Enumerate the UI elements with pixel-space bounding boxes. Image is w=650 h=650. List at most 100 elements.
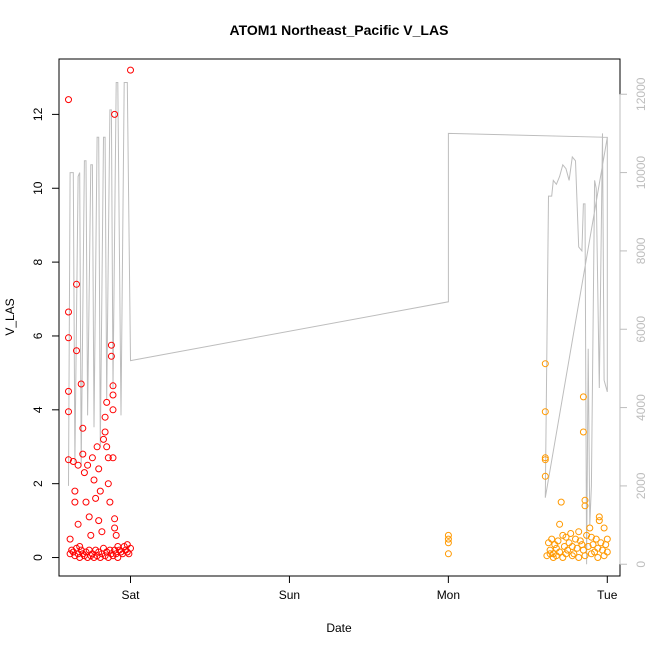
data-point-series-1-44 xyxy=(109,406,117,414)
x-axis-label: Date xyxy=(326,621,352,635)
data-point-series-1-25 xyxy=(90,476,98,484)
data-point-series-2-22 xyxy=(564,546,572,554)
data-point-series-2-29 xyxy=(575,528,583,536)
data-point-series-2-47 xyxy=(597,539,605,547)
x-axis: Sat Sun Mon Tue xyxy=(122,575,618,602)
data-point-series-1-16 xyxy=(77,380,85,388)
data-point-series-2-46 xyxy=(595,517,603,525)
data-point-series-2-58 xyxy=(562,550,570,558)
data-point-series-2-59 xyxy=(568,552,576,560)
data-point-series-2-30 xyxy=(576,537,584,545)
data-point-series-2-41 xyxy=(589,541,597,549)
data-point-series-1-28 xyxy=(95,465,103,473)
data-point-series-2-18 xyxy=(557,498,565,506)
data-point-series-2-27 xyxy=(572,535,579,543)
y-tick-label-0: 0 xyxy=(31,554,45,561)
data-point-series-1-33 xyxy=(101,413,109,421)
data-point-series-1-8 xyxy=(69,458,77,465)
data-point-series-1-42 xyxy=(109,382,117,390)
data-point-series-1-18 xyxy=(79,450,87,458)
data-point-series-1-61 xyxy=(68,546,76,554)
y-tick-label-12: 12 xyxy=(31,107,45,121)
data-point-series-2-33 xyxy=(579,393,587,401)
data-point-series-2-57 xyxy=(559,554,567,561)
data-point-series-1-6 xyxy=(66,535,74,543)
scatter-points-layer xyxy=(65,66,611,561)
depth-series-layer xyxy=(68,82,608,565)
data-point-series-2-23 xyxy=(565,539,573,547)
y-tick-label-4: 4 xyxy=(31,406,45,413)
data-point-series-1-48 xyxy=(111,110,119,118)
data-point-series-1-24 xyxy=(88,454,96,462)
data-point-series-1-41 xyxy=(107,352,115,360)
data-point-series-2-40 xyxy=(587,533,595,541)
y-axis: 0 2 4 6 8 10 12 xyxy=(31,107,60,561)
data-point-series-1-34 xyxy=(101,428,109,436)
data-point-series-1-59 xyxy=(123,541,131,549)
data-point-series-1-32 xyxy=(100,435,107,443)
data-point-series-2-62 xyxy=(587,550,595,558)
data-point-series-2-4 xyxy=(541,360,549,368)
chart-title: ATOM1 Northeast_Pacific V_LAS xyxy=(230,22,449,38)
data-point-series-2-34 xyxy=(579,428,587,436)
x-tick-label-tue: Tue xyxy=(597,588,618,602)
data-point-series-2-43 xyxy=(592,535,600,543)
y2-tick-label-12000: 12000 xyxy=(634,77,648,111)
data-point-series-1-35 xyxy=(103,443,111,451)
y-tick-label-6: 6 xyxy=(31,332,45,339)
x-tick-label-sun: Sun xyxy=(279,588,300,602)
data-point-series-1-88 xyxy=(111,546,119,554)
data-point-series-1-26 xyxy=(92,494,100,502)
data-point-series-2-51 xyxy=(603,535,611,543)
data-point-series-1-36 xyxy=(103,398,111,406)
data-point-series-1-5 xyxy=(65,456,72,464)
data-point-series-2-6 xyxy=(541,454,549,462)
depth-line xyxy=(68,82,608,565)
data-point-series-1-19 xyxy=(80,469,88,477)
data-point-series-1-20 xyxy=(82,498,90,506)
data-point-series-1-45 xyxy=(109,454,117,462)
data-point-series-2-11 xyxy=(548,535,556,543)
y-axis-label: V_LAS xyxy=(3,298,17,335)
data-point-series-1-89 xyxy=(112,550,120,558)
data-point-series-2-21 xyxy=(562,533,570,541)
data-point-series-1-85 xyxy=(106,546,114,554)
data-point-series-2-15 xyxy=(554,537,562,545)
y2-tick-label-6000: 6000 xyxy=(634,316,648,343)
data-point-series-2-13 xyxy=(551,541,559,549)
data-point-series-2-5 xyxy=(541,408,549,416)
data-point-series-1-22 xyxy=(85,513,93,521)
data-point-series-2-24 xyxy=(567,530,575,537)
data-point-series-2-37 xyxy=(583,531,591,539)
y2-tick-label-8000: 8000 xyxy=(634,237,648,264)
y2-tick-label-0: 0 xyxy=(634,561,648,568)
data-point-series-1-31 xyxy=(98,528,106,536)
data-point-series-1-46 xyxy=(111,515,119,523)
data-point-series-1-17 xyxy=(79,424,87,432)
data-point-series-1-67 xyxy=(77,546,85,554)
data-point-series-2-36 xyxy=(581,502,589,510)
data-point-series-1-23 xyxy=(87,531,95,539)
data-point-series-1-29 xyxy=(95,517,103,525)
data-point-series-2-3 xyxy=(444,550,452,558)
data-point-series-2-25 xyxy=(568,543,576,550)
y2-tick-label-4000: 4000 xyxy=(634,394,648,421)
x-tick-label-mon: Mon xyxy=(437,588,460,602)
data-point-series-2-56 xyxy=(552,552,560,560)
data-point-series-1-10 xyxy=(71,498,79,506)
y-tick-label-10: 10 xyxy=(31,181,45,195)
data-point-series-2-26 xyxy=(570,550,578,558)
data-point-series-1-2 xyxy=(65,334,72,342)
data-point-series-1-50 xyxy=(114,543,122,550)
data-point-series-1-11 xyxy=(73,280,80,288)
data-point-series-1-37 xyxy=(104,454,112,462)
data-point-series-1-39 xyxy=(106,498,114,506)
data-point-series-2-16 xyxy=(556,548,564,556)
data-point-series-1-12 xyxy=(73,347,80,355)
y2-tick-label-10000: 10000 xyxy=(634,156,648,190)
data-point-series-2-17 xyxy=(556,520,564,528)
secondary-y-axis: 0 2000 4000 6000 8000 10000 12000 xyxy=(619,77,648,568)
x-tick-label-sat: Sat xyxy=(122,588,141,602)
data-point-series-1-90 xyxy=(114,554,122,561)
data-point-series-2-38 xyxy=(584,543,592,550)
